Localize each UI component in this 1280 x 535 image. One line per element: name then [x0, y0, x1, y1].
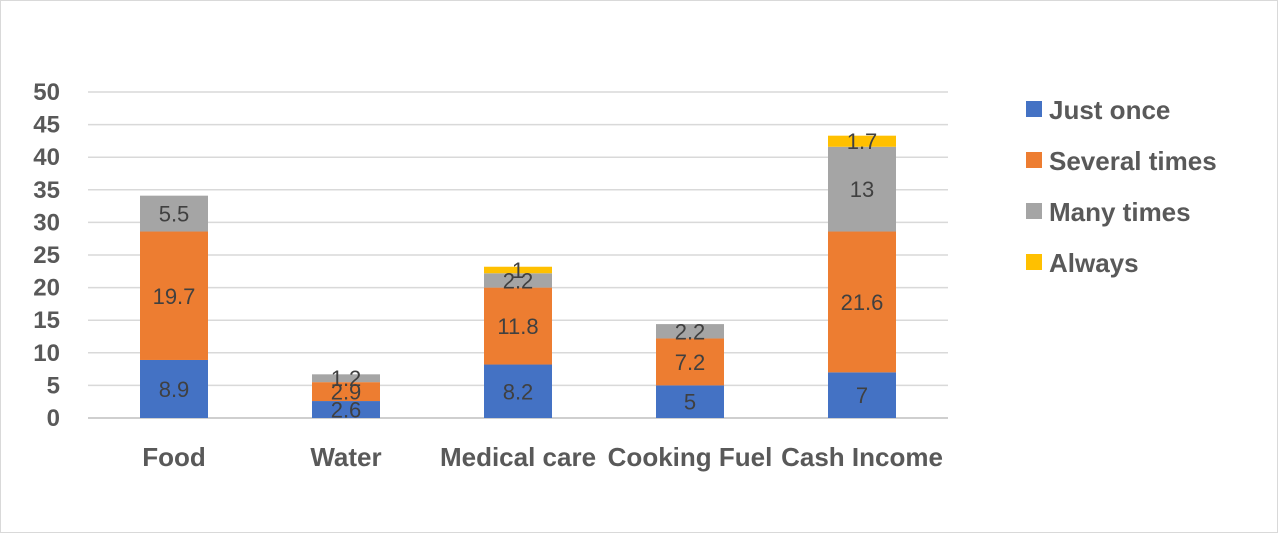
data-label: 5 [684, 390, 696, 415]
bar-segment [484, 266, 552, 274]
data-label: 11.8 [497, 314, 538, 339]
x-category-label: Food [142, 442, 206, 472]
x-category-label: Cash Income [781, 442, 943, 472]
legend-swatch [1026, 101, 1042, 117]
data-label: 2.2 [675, 319, 706, 344]
data-label: 8.2 [503, 379, 534, 404]
y-tick-label: 50 [33, 79, 60, 106]
data-label: 7 [856, 383, 868, 408]
bar-segment [656, 385, 724, 418]
gridlines [88, 91, 948, 419]
legend: Just once Several times Many times Always [1026, 95, 1217, 278]
bar-segment [484, 364, 552, 418]
y-tick-label: 0 [47, 405, 60, 432]
data-label: 13 [850, 177, 874, 202]
y-tick-label: 45 [33, 112, 60, 139]
x-category-label: Medical care [440, 442, 596, 472]
y-tick-label: 35 [33, 177, 60, 204]
bar-segment [828, 135, 896, 147]
bar-segment [828, 372, 896, 418]
data-label: 1 [512, 258, 524, 283]
y-tick-label: 5 [47, 372, 60, 399]
x-category-label: Cooking Fuel [608, 442, 773, 472]
bar-segment [484, 273, 552, 288]
data-label: 21.6 [841, 290, 884, 315]
data-label: 19.7 [153, 284, 196, 309]
legend-label: Just once [1049, 95, 1170, 125]
bar-segment [312, 374, 380, 383]
data-label: 2.2 [503, 268, 534, 293]
data-label: 5.5 [159, 202, 190, 227]
bars [140, 135, 896, 418]
bar-segment [656, 338, 724, 386]
data-label: 7.2 [675, 350, 706, 375]
legend-label: Several times [1049, 146, 1217, 176]
bar-segment [140, 359, 208, 418]
data-label: 2.6 [331, 398, 362, 423]
bar-segment [656, 324, 724, 339]
data-label: 8.9 [159, 377, 190, 402]
bar-segment [140, 231, 208, 360]
legend-swatch [1026, 254, 1042, 270]
bar-segment [828, 231, 896, 373]
bar-segment [828, 146, 896, 232]
x-category-label: Water [310, 442, 381, 472]
data-label: 1.7 [847, 129, 878, 154]
bar-segment [312, 401, 380, 418]
y-tick-label: 10 [33, 340, 60, 367]
bar-segment [312, 382, 380, 402]
data-label: 2.9 [331, 380, 362, 405]
y-tick-label: 20 [33, 275, 60, 302]
legend-swatch [1026, 152, 1042, 168]
data-label: 1.2 [331, 366, 362, 391]
y-tick-label: 15 [33, 307, 60, 334]
legend-swatch [1026, 203, 1042, 219]
legend-label: Many times [1049, 197, 1191, 227]
bar-segment [140, 195, 208, 232]
legend-label: Always [1049, 248, 1139, 278]
data-labels: 8.919.75.52.62.91.28.211.82.2157.22.2721… [153, 129, 884, 422]
y-axis-ticks: 0 5 10 15 20 25 30 35 40 45 50 [33, 79, 60, 432]
x-axis-categories: Food Water Medical care Cooking Fuel Cash In… [142, 442, 943, 472]
y-tick-label: 40 [33, 144, 60, 171]
bar-segment [484, 287, 552, 365]
y-tick-label: 25 [33, 242, 60, 269]
y-tick-label: 30 [33, 209, 60, 236]
